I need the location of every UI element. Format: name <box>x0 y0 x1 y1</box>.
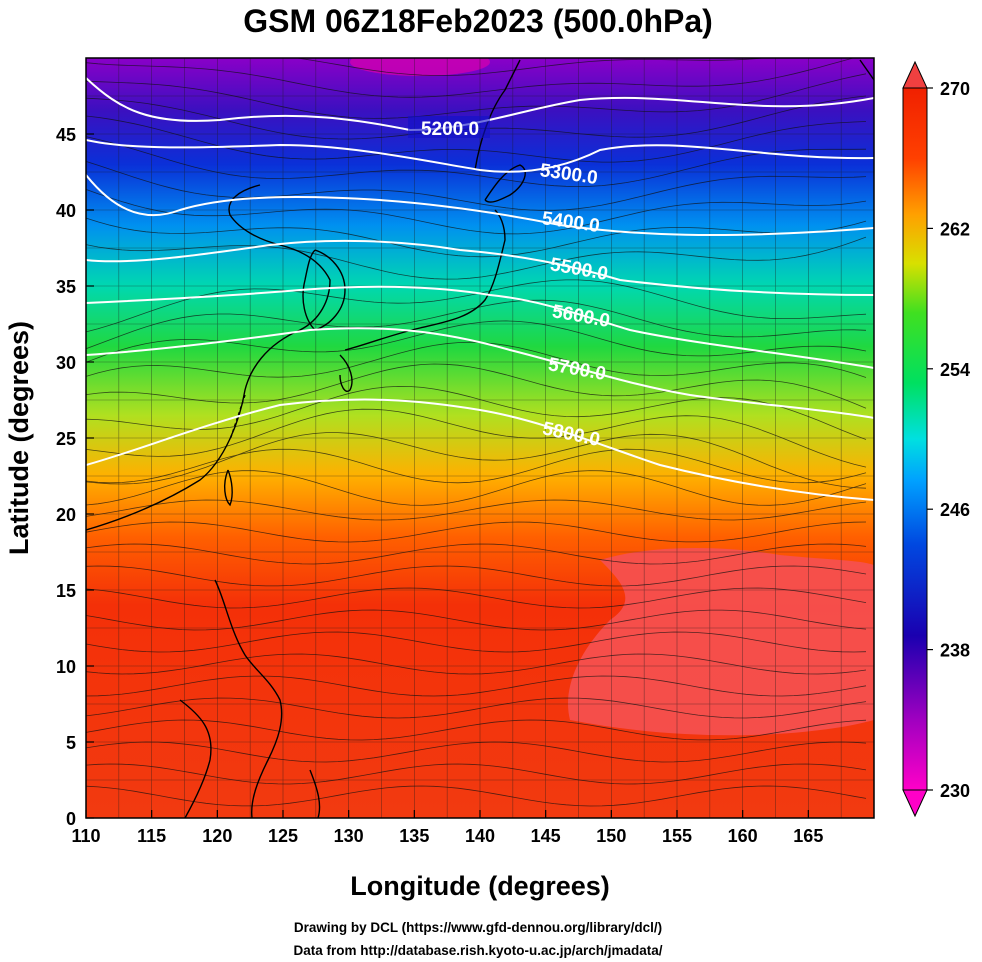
x-tick-label: 130 <box>334 826 364 846</box>
x-tick-label: 165 <box>793 826 823 846</box>
streamline <box>86 189 867 235</box>
streamline <box>86 363 867 409</box>
streamline <box>86 653 867 675</box>
streamline <box>86 609 867 631</box>
x-tick-label: 135 <box>399 826 429 846</box>
streamline <box>86 763 867 785</box>
colorbar-tick-label: 246 <box>940 500 970 520</box>
y-tick-label: 20 <box>56 505 76 525</box>
colorbar-scale <box>902 87 928 791</box>
coastlines <box>86 59 874 818</box>
streamline <box>86 543 867 565</box>
x-tick-label: 110 <box>71 826 100 846</box>
streamline <box>86 408 867 468</box>
x-tick-label: 145 <box>531 826 561 846</box>
y-tick-label: 40 <box>56 201 76 221</box>
chart-title: GSM 06Z18Feb2023 (500.0hPa) <box>243 3 713 39</box>
y-tick-label: 0 <box>66 809 76 829</box>
x-axis: 110 115 120 125 130 135 140 145 150 155 160 165 <box>71 810 823 846</box>
x-tick-label: 155 <box>662 826 692 846</box>
map-plot-area: 5200.0 5300.0 5400.0 5500.0 5600.0 5700.… <box>86 58 874 818</box>
x-axis-label: Longitude (degrees) <box>350 871 610 901</box>
wind-streamlines <box>86 58 867 807</box>
streamline <box>86 217 867 258</box>
streamline <box>86 470 867 506</box>
colorbar-tick-label: 270 <box>940 79 970 99</box>
credit-data: Data from http://database.rish.kyoto-u.a… <box>293 943 662 958</box>
streamline <box>86 136 867 188</box>
colorbar-tick-label: 262 <box>940 219 970 239</box>
streamline <box>86 741 867 763</box>
colorbar-tick-label: 254 <box>940 360 970 380</box>
y-tick-label: 30 <box>56 353 76 373</box>
colorbar-lower-arrow <box>902 789 928 818</box>
colorbar: 270 262 254 246 238 230 <box>902 60 970 818</box>
streamline <box>86 58 855 98</box>
streamline <box>294 58 768 76</box>
y-tick-label: 35 <box>56 277 76 297</box>
colorbar-tick-label: 238 <box>940 641 970 661</box>
streamline <box>86 631 867 653</box>
streamline <box>86 161 867 211</box>
streamline <box>86 675 867 697</box>
x-tick-label: 160 <box>728 826 758 846</box>
streamline <box>86 521 867 543</box>
y-tick-label: 15 <box>56 581 76 601</box>
streamline <box>86 448 867 484</box>
streamline <box>86 697 867 719</box>
x-tick-label: 120 <box>202 826 232 846</box>
x-tick-label: 140 <box>465 826 495 846</box>
colorbar-ticks: 270 262 254 246 238 230 <box>927 79 970 801</box>
streamline <box>86 385 867 440</box>
y-tick-label: 45 <box>56 125 76 145</box>
streamline <box>86 236 867 280</box>
streamline <box>86 115 867 163</box>
graticule <box>86 58 874 818</box>
cold-core <box>350 58 490 76</box>
y-tick-label: 25 <box>56 429 76 449</box>
streamline <box>86 320 867 363</box>
credit-drawing: Drawing by DCL (https://www.gfd-dennou.o… <box>294 920 662 935</box>
colorbar-tick-label: 230 <box>940 781 970 801</box>
x-tick-label: 150 <box>596 826 626 846</box>
y-axis: 0 5 10 15 20 25 30 35 40 45 <box>56 125 94 829</box>
y-tick-label: 5 <box>66 733 76 753</box>
streamline <box>86 719 867 741</box>
streamline <box>86 785 867 807</box>
contour-label: 5200.0 <box>421 119 479 140</box>
warm-region <box>568 548 874 736</box>
x-tick-label: 125 <box>268 826 298 846</box>
streamline <box>86 499 867 521</box>
streamline <box>86 341 867 378</box>
x-tick-label: 115 <box>137 826 166 846</box>
colorbar-upper-arrow <box>902 60 928 89</box>
streamline <box>86 587 867 609</box>
y-axis-label: Latitude (degrees) <box>4 321 34 555</box>
y-tick-label: 10 <box>56 657 76 677</box>
